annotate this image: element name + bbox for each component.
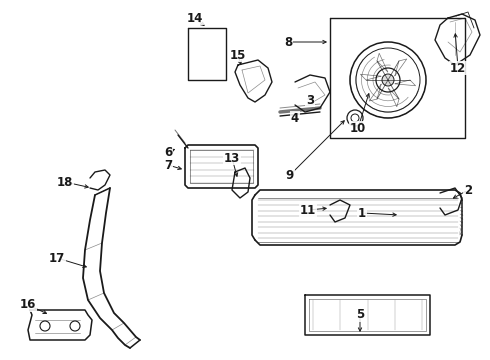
Text: 1: 1 <box>358 207 366 220</box>
Text: 16: 16 <box>20 298 36 311</box>
Text: 14: 14 <box>187 12 203 24</box>
Text: 11: 11 <box>300 203 316 216</box>
Text: 2: 2 <box>464 184 472 197</box>
Circle shape <box>382 74 394 86</box>
Text: 8: 8 <box>284 36 292 49</box>
Text: 4: 4 <box>291 112 299 125</box>
Text: 18: 18 <box>57 176 73 189</box>
Text: 10: 10 <box>350 122 366 135</box>
Text: 5: 5 <box>356 309 364 321</box>
Text: 7: 7 <box>164 158 172 171</box>
Text: 12: 12 <box>450 62 466 75</box>
Text: 13: 13 <box>224 152 240 165</box>
Text: 15: 15 <box>230 49 246 62</box>
Text: 6: 6 <box>164 145 172 158</box>
Text: 9: 9 <box>286 168 294 181</box>
Text: 17: 17 <box>49 252 65 265</box>
Text: 3: 3 <box>306 94 314 107</box>
